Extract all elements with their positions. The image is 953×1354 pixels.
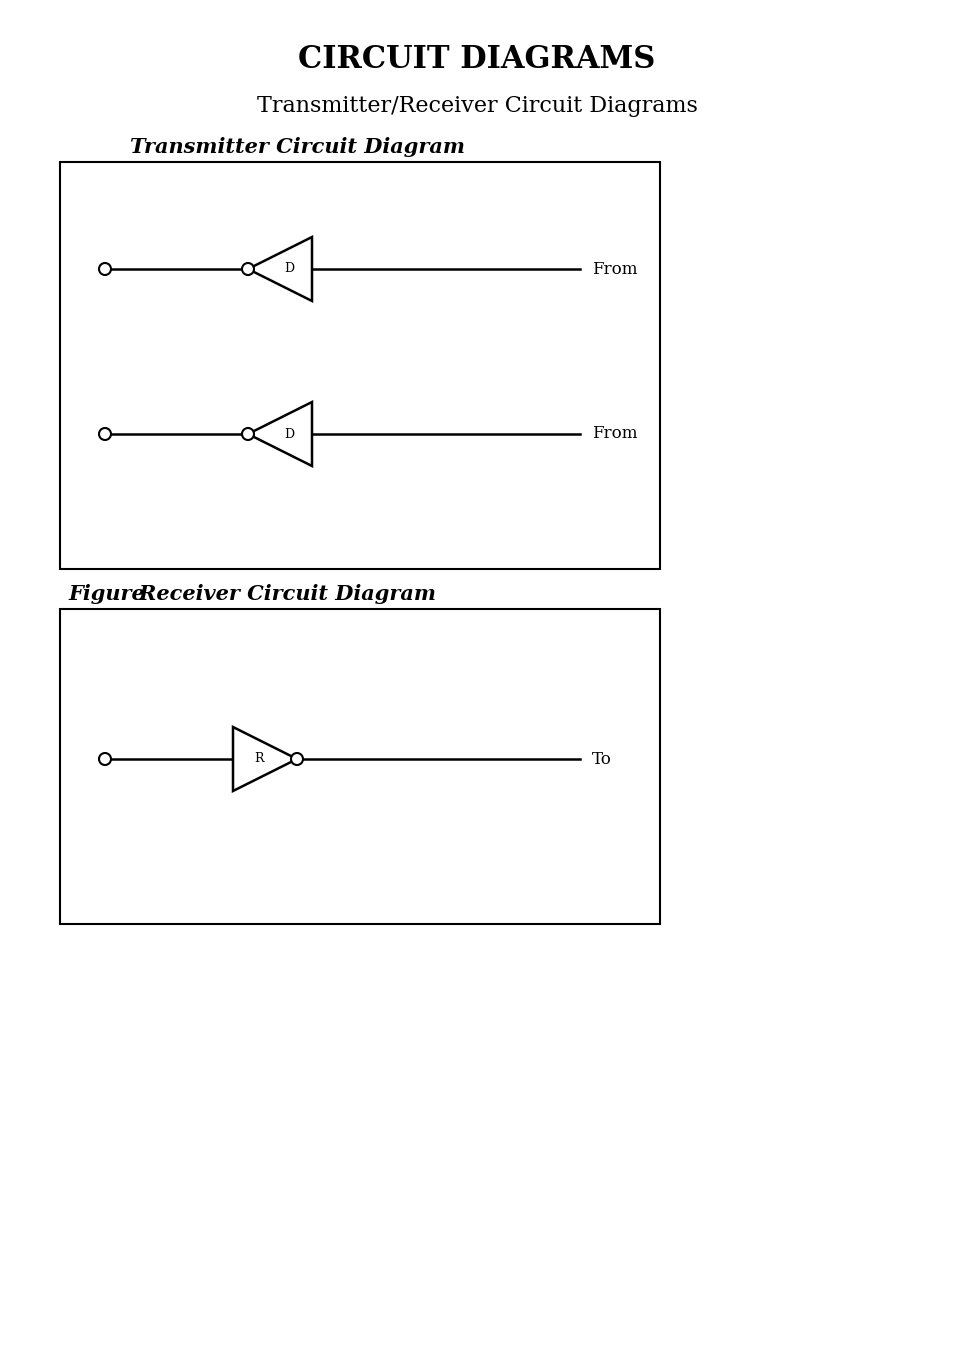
Text: D: D — [284, 263, 294, 275]
Circle shape — [242, 263, 253, 275]
Text: From: From — [592, 260, 637, 278]
Text: R: R — [253, 753, 263, 765]
Circle shape — [291, 753, 303, 765]
Text: CIRCUIT DIAGRAMS: CIRCUIT DIAGRAMS — [298, 43, 655, 74]
Circle shape — [99, 428, 111, 440]
Circle shape — [99, 753, 111, 765]
Polygon shape — [248, 402, 312, 466]
Text: Receiver Circuit Diagram: Receiver Circuit Diagram — [110, 584, 436, 604]
Text: Transmitter/Receiver Circuit Diagrams: Transmitter/Receiver Circuit Diagrams — [256, 95, 697, 116]
Polygon shape — [233, 727, 296, 791]
Bar — [60, 162, 659, 569]
Text: D: D — [284, 428, 294, 440]
Text: Transmitter Circuit Diagram: Transmitter Circuit Diagram — [130, 137, 464, 157]
Polygon shape — [248, 237, 312, 301]
Text: To: To — [592, 750, 611, 768]
Bar — [60, 609, 659, 923]
Circle shape — [242, 428, 253, 440]
Circle shape — [99, 263, 111, 275]
Text: From: From — [592, 425, 637, 443]
Text: Figure: Figure — [68, 584, 145, 604]
